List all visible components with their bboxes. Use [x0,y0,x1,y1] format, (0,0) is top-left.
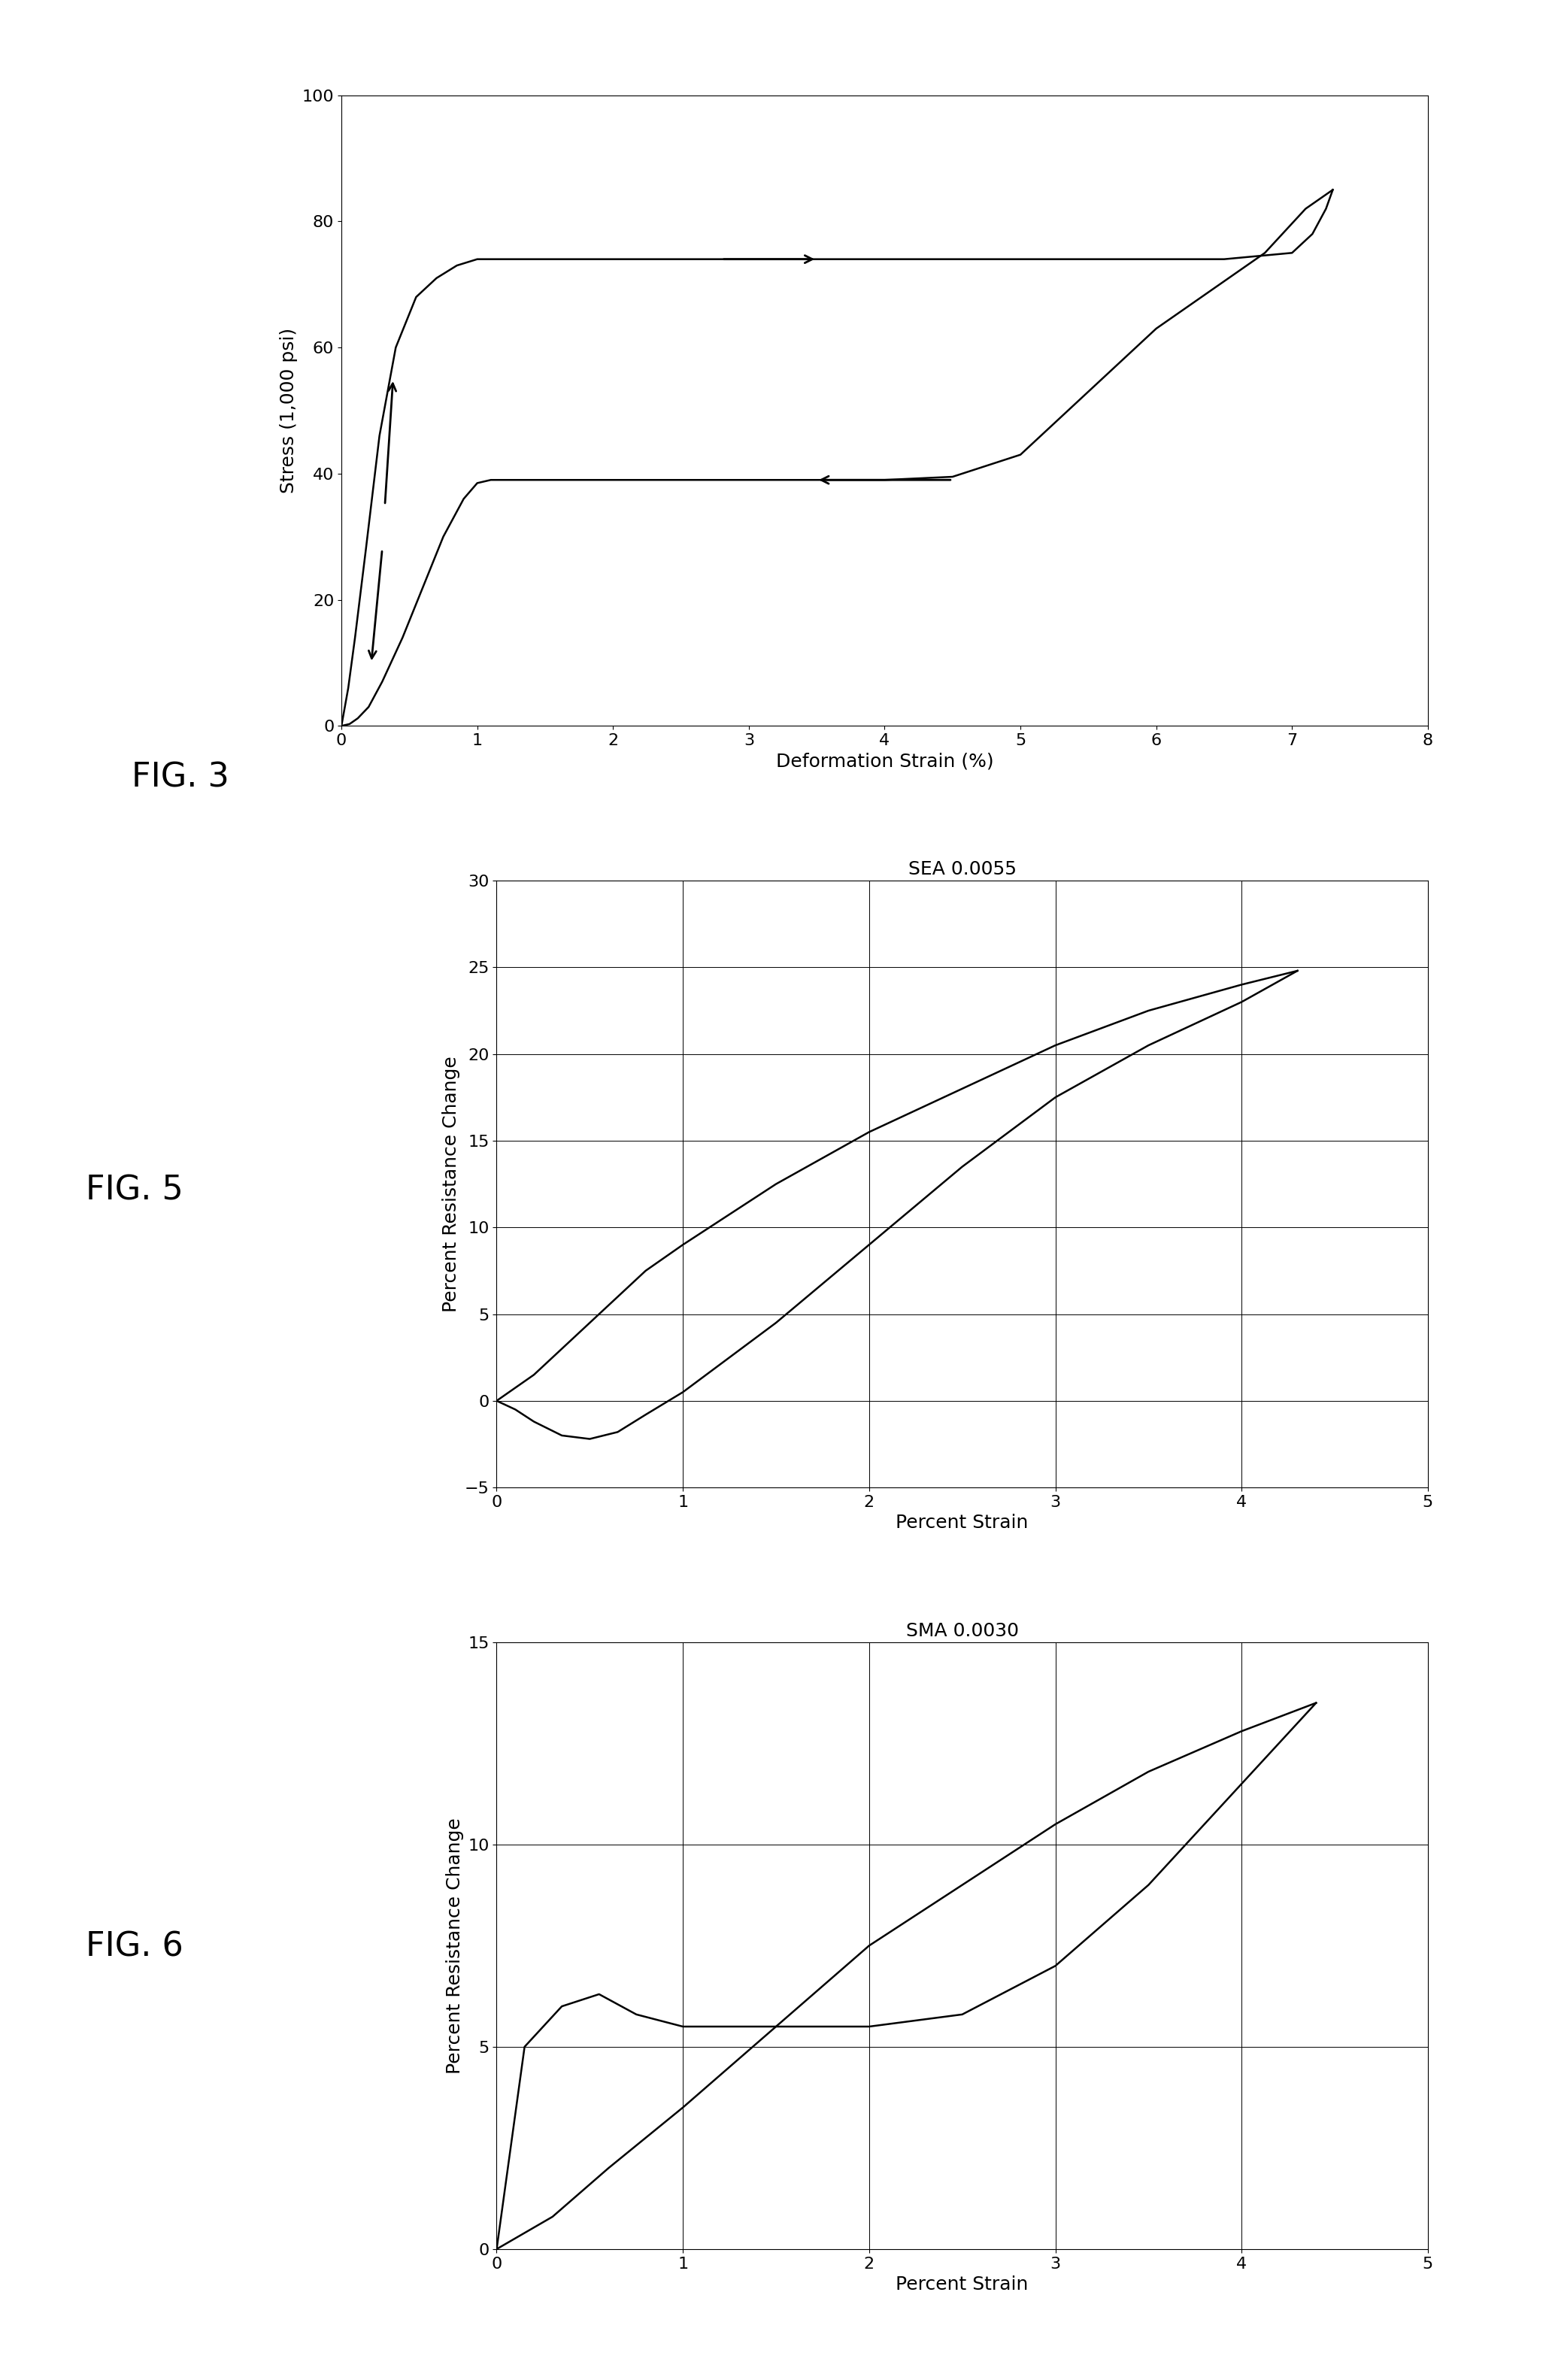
Title: SEA 0.0055: SEA 0.0055 [908,859,1017,878]
Text: FIG. 3: FIG. 3 [132,762,230,795]
Text: FIG. 5: FIG. 5 [85,1173,183,1207]
Text: FIG. 6: FIG. 6 [85,1930,183,1963]
X-axis label: Percent Strain: Percent Strain [896,2275,1029,2294]
X-axis label: Deformation Strain (%): Deformation Strain (%) [776,752,993,771]
Y-axis label: Percent Resistance Change: Percent Resistance Change [445,1818,464,2073]
Y-axis label: Percent Resistance Change: Percent Resistance Change [442,1057,461,1311]
Y-axis label: Stress (1,000 psi): Stress (1,000 psi) [279,328,298,493]
Title: SMA 0.0030: SMA 0.0030 [906,1621,1018,1640]
X-axis label: Percent Strain: Percent Strain [896,1514,1029,1533]
